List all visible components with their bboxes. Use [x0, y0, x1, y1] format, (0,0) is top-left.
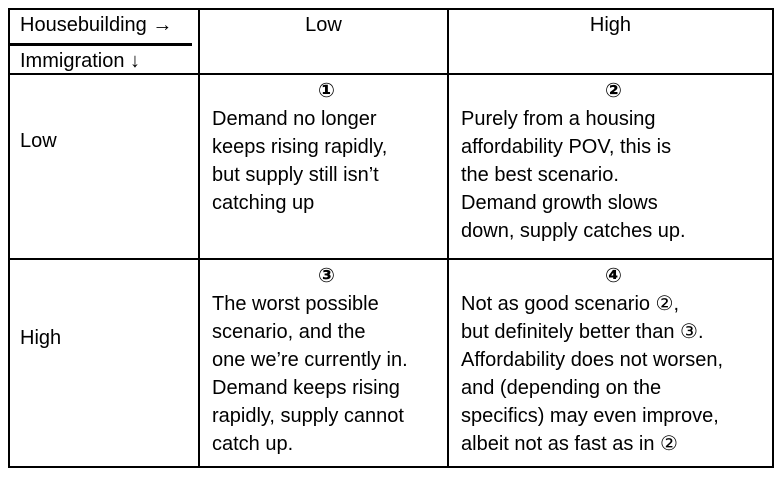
corner-header-cell: Housebuilding → Immigration ↓	[8, 8, 200, 75]
scenario-3-number: ③	[318, 265, 335, 287]
row-header-immigration-high: High	[8, 258, 200, 468]
col-header-housebuilding-high: High	[447, 8, 774, 75]
housebuilding-axis-label: Housebuilding →	[10, 10, 192, 46]
row-immigration-low: Low ① Demand no longer keeps rising rapi…	[8, 73, 774, 260]
cell-scenario-4: ④ Not as good scenario ②, but definitely…	[447, 258, 774, 468]
header-row: Housebuilding → Immigration ↓ Low High	[8, 8, 774, 75]
scenario-1-text: Demand no longer keeps rising rapidly, b…	[212, 108, 388, 214]
col-header-housebuilding-low: Low	[198, 8, 449, 75]
scenario-4-text: Not as good scenario ②, but definitely b…	[461, 293, 724, 455]
scenario-3-text: The worst possible scenario, and the one…	[212, 293, 408, 455]
scenario-1-number: ①	[318, 80, 335, 102]
scenario-2-text: Purely from a housing affordability POV,…	[461, 108, 686, 242]
cell-scenario-1: ① Demand no longer keeps rising rapidly,…	[198, 73, 449, 260]
row-immigration-high: High ③ The worst possible scenario, and …	[8, 258, 774, 468]
scenario-2-number: ②	[605, 80, 622, 102]
immigration-axis-label: Immigration ↓	[20, 50, 141, 72]
scenario-matrix-table: Housebuilding → Immigration ↓ Low High L…	[8, 8, 774, 468]
cell-scenario-2: ② Purely from a housing affordability PO…	[447, 73, 774, 260]
scenario-4-number: ④	[605, 265, 622, 287]
cell-scenario-3: ③ The worst possible scenario, and the o…	[198, 258, 449, 468]
row-header-immigration-low: Low	[8, 73, 200, 260]
